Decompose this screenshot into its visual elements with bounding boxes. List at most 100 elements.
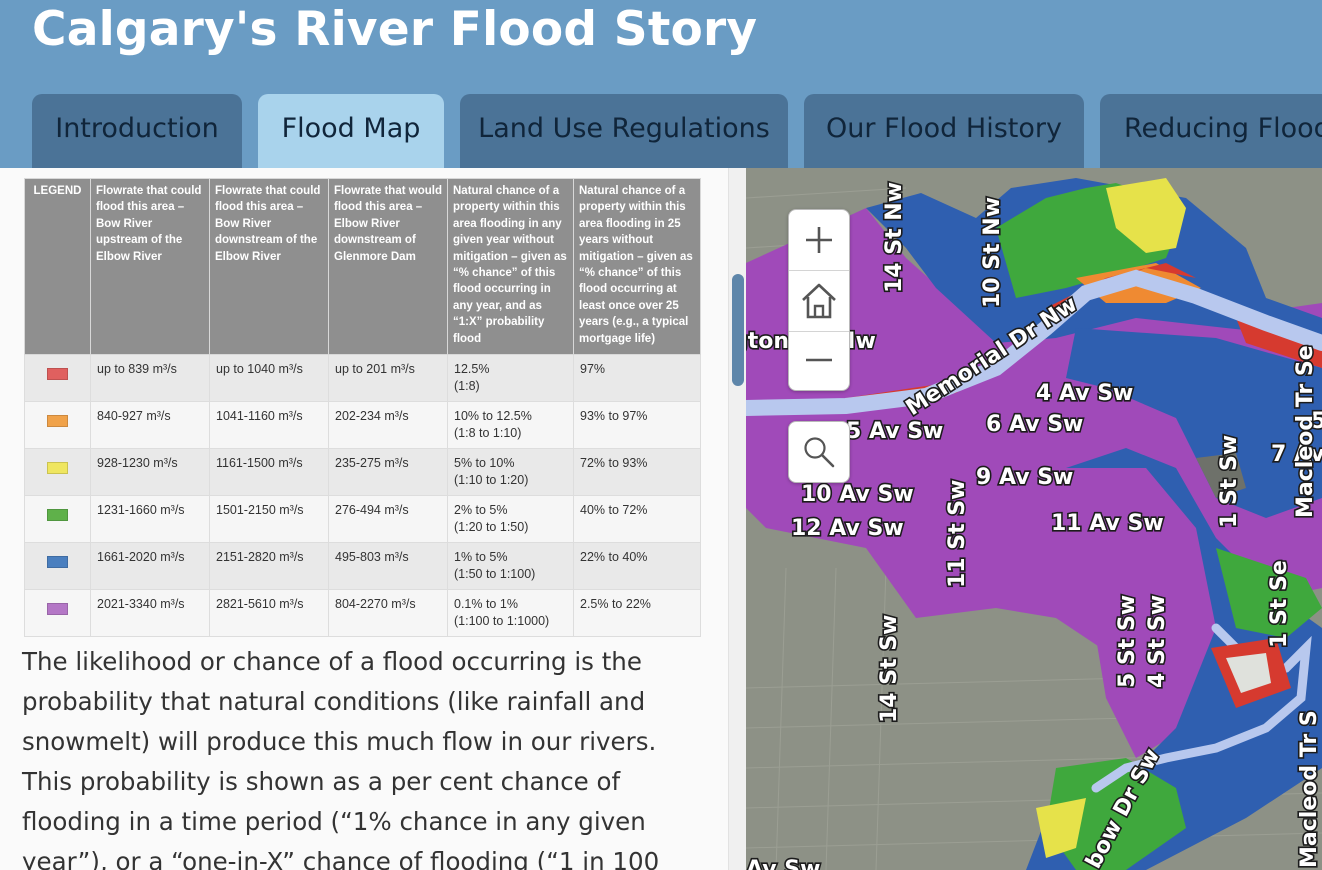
map-label-macleod-tr-s: Macleod Tr S: [1297, 710, 1322, 868]
table-row: 2021-3340 m³/s 2821-5610 m³/s 804-2270 m…: [24, 589, 701, 637]
panel-scrollbar[interactable]: [728, 168, 747, 870]
flood-zone-green-east: [1216, 548, 1322, 638]
cell-bow-down: up to 1040 m³/s: [209, 354, 329, 402]
scrollbar-thumb[interactable]: [732, 274, 744, 386]
map-label-1-st-se: 1 St Se: [1267, 560, 1292, 648]
cell-elbow: 235-275 m³/s: [328, 448, 448, 496]
map-label-4-av-sw: 4 Av Sw: [1036, 381, 1133, 406]
cell-bow-up: 928-1230 m³/s: [90, 448, 210, 496]
cell-25yr: 93% to 97%: [573, 401, 701, 449]
table-row: 928-1230 m³/s 1161-1500 m³/s 235-275 m³/…: [24, 448, 701, 496]
flood-legend-table: LEGEND Flowrate that could flood this ar…: [24, 178, 701, 637]
table-row: 1661-2020 m³/s 2151-2820 m³/s 495-803 m³…: [24, 542, 701, 590]
home-button[interactable]: [789, 270, 849, 332]
header-bow-upstream: Flowrate that could flood this area – Bo…: [90, 178, 210, 355]
cell-bow-up: 1231-1660 m³/s: [90, 495, 210, 543]
header-annual-chance: Natural chance of a property within this…: [447, 178, 574, 355]
cell-25yr: 40% to 72%: [573, 495, 701, 543]
swatch-yellow: [47, 462, 68, 474]
table-row: 1231-1660 m³/s 1501-2150 m³/s 276-494 m³…: [24, 495, 701, 543]
map-label-1-st-sw: 1 St Sw: [1217, 435, 1242, 528]
flood-zone-green-south: [1046, 758, 1186, 870]
map-label-5: 5: [1311, 409, 1322, 434]
cell-25yr: 97%: [573, 354, 701, 402]
map-label-11-av-sw: 11 Av Sw: [1051, 511, 1164, 536]
map-label-6-av-sw: 6 Av Sw: [986, 412, 1083, 437]
cell-annual: 2% to 5% (1:20 to 1:50): [447, 495, 574, 543]
cell-25yr: 2.5% to 22%: [573, 589, 701, 637]
tab-reducing-flood[interactable]: Reducing Flood: [1100, 94, 1322, 168]
flood-description-text: The likelihood or chance of a flood occu…: [22, 647, 660, 870]
cell-elbow: 804-2270 m³/s: [328, 589, 448, 637]
map-canvas[interactable]: 14 St Nw 10 St Nw gton Rd Nw Memorial Dr…: [746, 168, 1322, 870]
map-label-14-st-sw: 14 St Sw: [877, 615, 902, 723]
page-title: Calgary's River Flood Story: [32, 2, 758, 57]
tab-our-flood-history[interactable]: Our Flood History: [804, 94, 1084, 168]
app-header: Calgary's River Flood Story Introduction…: [0, 0, 1322, 168]
cell-bow-down: 1161-1500 m³/s: [209, 448, 329, 496]
cell-annual: 12.5% (1:8): [447, 354, 574, 402]
header-bow-downstream: Flowrate that could flood this area – Bo…: [209, 178, 329, 355]
legend-header-row: LEGEND Flowrate that could flood this ar…: [24, 178, 701, 355]
swatch-orange: [47, 415, 68, 427]
cell-elbow: 276-494 m³/s: [328, 495, 448, 543]
home-icon: [802, 283, 836, 319]
zoom-in-button[interactable]: [789, 210, 849, 270]
cell-elbow: 202-234 m³/s: [328, 401, 448, 449]
tab-introduction[interactable]: Introduction: [32, 94, 242, 168]
cell-annual: 0.1% to 1% (1:100 to 1:1000): [447, 589, 574, 637]
header-elbow: Flowrate that would flood this area – El…: [328, 178, 448, 355]
bow-river: [746, 269, 1322, 416]
map-label-9-av-sw: 9 Av Sw: [976, 465, 1073, 490]
legend-header: LEGEND: [24, 178, 91, 355]
table-row: up to 839 m³/s up to 1040 m³/s up to 201…: [24, 354, 701, 402]
cell-bow-down: 2821-5610 m³/s: [209, 589, 329, 637]
downtown-block: [1196, 453, 1246, 498]
map-zoom-controls: [788, 209, 850, 391]
cell-annual: 5% to 10% (1:10 to 1:20): [447, 448, 574, 496]
cell-elbow: 495-803 m³/s: [328, 542, 448, 590]
cell-annual: 10% to 12.5% (1:8 to 1:10): [447, 401, 574, 449]
swatch-red: [47, 368, 68, 380]
map-label-av-sw-bottom: Av Sw: [746, 857, 820, 870]
plus-icon: [806, 227, 832, 253]
swatch-purple: [47, 603, 68, 615]
cell-bow-up: 2021-3340 m³/s: [90, 589, 210, 637]
header-25yr-chance: Natural chance of a property within this…: [573, 178, 701, 355]
map-label-7-av: 7 Av: [1271, 442, 1322, 467]
map-label-10-av-sw: 10 Av Sw: [801, 482, 914, 507]
flood-zone-red-east: [1236, 318, 1322, 368]
zoom-out-button[interactable]: [789, 330, 849, 390]
cell-25yr: 72% to 93%: [573, 448, 701, 496]
story-panel: LEGEND Flowrate that could flood this ar…: [0, 168, 746, 870]
map-label-5-av-sw: 5 Av Sw: [846, 419, 943, 444]
tab-land-use-regulations[interactable]: Land Use Regulations: [460, 94, 788, 168]
cell-25yr: 22% to 40%: [573, 542, 701, 590]
swatch-blue: [47, 556, 68, 568]
stampede-grounds: [1226, 653, 1271, 693]
flood-zone-blue-south: [1026, 448, 1322, 870]
cell-bow-up: up to 839 m³/s: [90, 354, 210, 402]
cell-bow-up: 1661-2020 m³/s: [90, 542, 210, 590]
map-label-4-st-sw: 4 St Sw: [1145, 595, 1170, 688]
map-label-14-st-nw: 14 St Nw: [882, 182, 907, 293]
flood-map[interactable]: 14 St Nw 10 St Nw gton Rd Nw Memorial Dr…: [746, 168, 1322, 870]
cell-elbow: up to 201 m³/s: [328, 354, 448, 402]
cell-bow-down: 1501-2150 m³/s: [209, 495, 329, 543]
tab-bar: Introduction Flood Map Land Use Regulati…: [0, 94, 1322, 168]
map-search-button[interactable]: [788, 421, 850, 483]
cell-bow-down: 1041-1160 m³/s: [209, 401, 329, 449]
map-label-12-av-sw: 12 Av Sw: [791, 516, 904, 541]
cell-annual: 1% to 5% (1:50 to 1:100): [447, 542, 574, 590]
flood-zone-yellow: [1106, 178, 1186, 253]
swatch-green: [47, 509, 68, 521]
cell-bow-down: 2151-2820 m³/s: [209, 542, 329, 590]
map-label-11-st-sw: 11 St Sw: [945, 480, 970, 588]
map-label-macleod-tr-se: Macleod Tr Se: [1293, 345, 1318, 518]
tab-flood-map[interactable]: Flood Map: [258, 94, 444, 168]
minus-icon: [806, 358, 832, 362]
table-row: 840-927 m³/s 1041-1160 m³/s 202-234 m³/s…: [24, 401, 701, 449]
map-label-5-st-sw: 5 St Sw: [1115, 595, 1140, 688]
map-label-10-st-nw: 10 St Nw: [980, 197, 1005, 308]
cell-bow-up: 840-927 m³/s: [90, 401, 210, 449]
